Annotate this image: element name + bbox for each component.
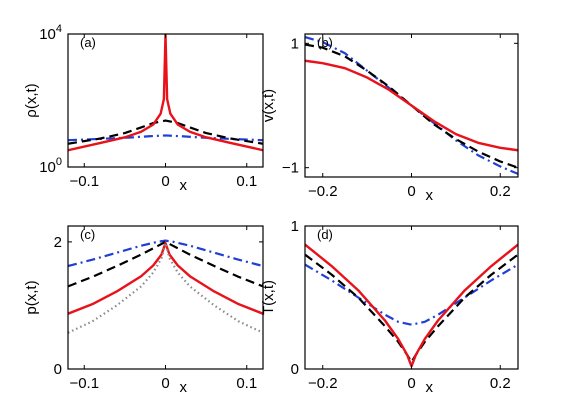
x-tick-label: 0.2 [490, 183, 511, 200]
y-axis-label: ρ(x,t) [23, 83, 40, 117]
panel-label: (b) [317, 35, 333, 50]
x-axis-label: x [426, 379, 434, 396]
x-tick-label: 0 [407, 375, 415, 392]
series-line-dashdot [305, 263, 518, 326]
x-tick-label: 0 [161, 375, 169, 392]
series-line-solid [68, 241, 263, 315]
y-axis-label: v(x,t) [260, 89, 277, 122]
y-axis-label: T(x,t) [260, 280, 277, 315]
series-line-dashed [305, 43, 518, 169]
y-axis-label: p(x,t) [23, 280, 40, 314]
x-tick-label: 0 [161, 173, 169, 190]
x-axis-label: x [180, 177, 188, 194]
x-tick-label: −0.2 [308, 375, 338, 392]
y-tick-label: 1 [291, 218, 299, 235]
x-tick-label: −0.1 [69, 173, 99, 190]
axes-frame [304, 225, 519, 370]
series-line-dashdot [68, 134, 263, 142]
series-line-dotted [68, 242, 263, 334]
series-line-dashed [68, 240, 263, 288]
x-axis-label: x [180, 379, 188, 396]
x-tick-label: 0.1 [236, 375, 257, 392]
x-tick-label: 0 [407, 183, 415, 200]
x-tick-label: −0.1 [69, 375, 99, 392]
panel-b: −0.2 0 0.2 −1 1 x v(x,t) (b) [260, 33, 519, 204]
panel-label: (a) [80, 35, 96, 50]
axes-frame [67, 225, 264, 370]
panel-c: −0.1 0 0.1 0 2 x p(x,t) (c) [23, 225, 264, 396]
panel-label: (c) [80, 227, 95, 242]
series-line-solid [305, 243, 518, 368]
x-tick-label: 0.2 [490, 375, 511, 392]
x-tick-label: −0.2 [308, 183, 338, 200]
series-line-solid [305, 59, 518, 152]
panel-label: (d) [317, 227, 333, 242]
series-line-solid [68, 34, 263, 152]
y-tick-label: 1 [291, 35, 299, 52]
y-tick-label: 0 [291, 361, 299, 378]
y-tick-label: 0 [54, 361, 62, 378]
series-line-dashdot [68, 239, 263, 268]
panel-d: −0.2 0 0.2 0 1 x T(x,t) (d) [260, 218, 519, 396]
y-tick-label: 100 [39, 156, 62, 176]
x-tick-label: 0.1 [236, 173, 257, 190]
y-tick-label: −1 [282, 160, 299, 177]
y-tick-label: 104 [39, 23, 62, 43]
x-axis-label: x [426, 187, 434, 204]
y-tick-label: 2 [54, 234, 62, 251]
series-line-dashed [68, 119, 263, 145]
panel-a: −0.1 0 0.1 100 104 x ρ(x,t) (a) [23, 23, 264, 194]
